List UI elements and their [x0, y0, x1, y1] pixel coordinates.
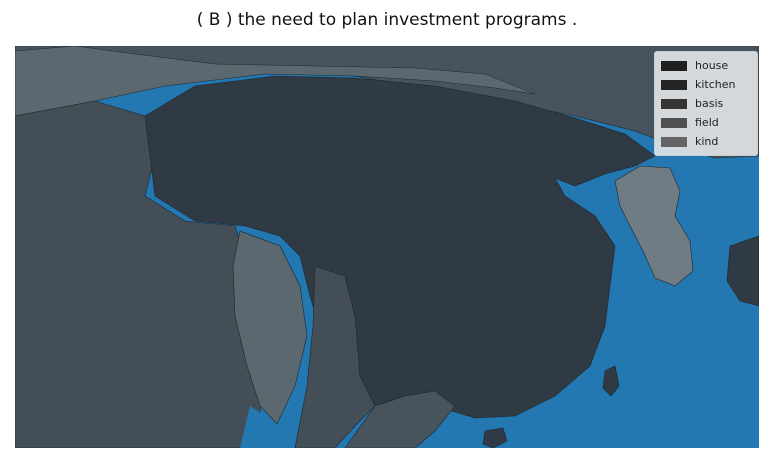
map-canvas[interactable] — [15, 46, 759, 448]
legend-swatch — [661, 60, 687, 71]
legend-label: kind — [695, 135, 719, 148]
legend-item-basis: basis — [661, 94, 751, 113]
legend-swatch — [661, 117, 687, 128]
legend-item-field: field — [661, 113, 751, 132]
region-korea — [614, 165, 694, 287]
legend-item-house: house — [661, 56, 751, 75]
region-hainan — [482, 427, 508, 448]
legend-swatch — [661, 98, 687, 109]
region-north-streak — [15, 46, 536, 117]
region-southeast — [294, 265, 376, 448]
legend-swatch — [661, 79, 687, 90]
legend-item-kind: kind — [661, 132, 751, 151]
map-title: ( B ) the need to plan investment progra… — [196, 10, 578, 30]
region-japan — [726, 235, 759, 307]
region-west — [15, 100, 266, 448]
region-center — [144, 75, 656, 419]
bay-water — [240, 406, 290, 448]
legend: house kitchen basis field kind — [654, 51, 758, 156]
legend-label: field — [695, 116, 719, 129]
legend-item-kitchen: kitchen — [661, 75, 751, 94]
legend-swatch — [661, 136, 687, 147]
region-indochina — [344, 390, 456, 448]
legend-label: house — [695, 59, 729, 72]
region-taiwan — [602, 365, 620, 397]
legend-label: basis — [695, 97, 724, 110]
map-svg — [15, 46, 759, 448]
legend-label: kitchen — [695, 78, 736, 91]
